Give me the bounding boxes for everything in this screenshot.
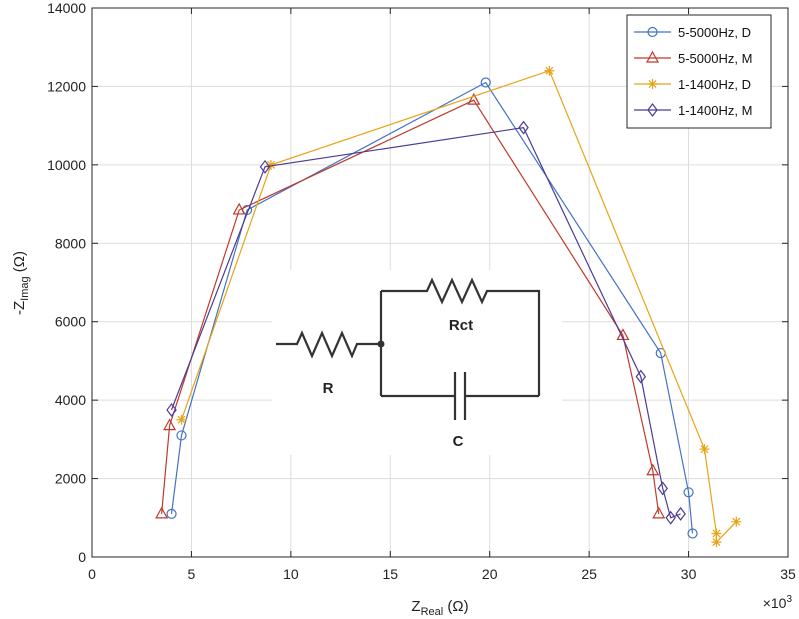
data-point xyxy=(652,506,666,519)
x-tick-label: 5 xyxy=(188,566,196,582)
x-tick-label: 20 xyxy=(482,566,498,582)
inset-background xyxy=(272,270,562,455)
y-tick-label: 0 xyxy=(78,549,86,565)
legend-label: 5-5000Hz, D xyxy=(678,25,751,40)
legend-item: 5-5000Hz, M xyxy=(634,50,752,66)
data-point xyxy=(657,481,668,496)
data-point xyxy=(646,463,660,476)
x-axis-multiplier: ×10 xyxy=(763,595,787,611)
legend-box xyxy=(626,14,772,129)
junction-node xyxy=(377,340,385,348)
legend-item: 1-1400Hz, M xyxy=(634,103,752,118)
resistor-r-label: R xyxy=(323,380,334,397)
equivalent-circuit-inset: R Rct C xyxy=(272,270,562,455)
data-point xyxy=(518,120,529,135)
legend-item: 1-1400Hz, D xyxy=(634,77,751,92)
series-line xyxy=(170,81,694,534)
legend-marker xyxy=(647,79,658,89)
data-point xyxy=(166,402,177,417)
data-point xyxy=(665,510,676,525)
data-point xyxy=(711,537,722,548)
y-tick-label: 14000 xyxy=(47,0,86,16)
data-series xyxy=(155,65,742,548)
y-tick-label: 10000 xyxy=(47,157,86,173)
y-axis-title-unit: (Ω) xyxy=(11,251,28,276)
resistor-rct-symbol xyxy=(381,277,541,396)
y-axis-title: -ZImag (Ω) xyxy=(11,251,31,315)
data-point xyxy=(265,159,276,170)
data-point xyxy=(176,414,187,425)
y-tick-label: 8000 xyxy=(55,235,86,251)
data-point xyxy=(232,202,246,215)
legend-label: 1-1400Hz, D xyxy=(678,77,751,92)
resistor-r-symbol xyxy=(276,330,381,359)
legend-item: 5-5000Hz, D xyxy=(634,25,751,40)
data-point xyxy=(635,369,647,384)
legend-label: 5-5000Hz, M xyxy=(678,51,752,66)
data-point xyxy=(731,516,742,527)
data-point xyxy=(166,508,177,519)
data-point xyxy=(675,506,686,521)
legend: 5-5000Hz, D 5-5000Hz, M 1-1400Hz, D 1-1400H… xyxy=(626,14,772,129)
x-tick-label: 25 xyxy=(581,566,597,582)
x-axis-multiplier-exponent: 3 xyxy=(786,594,792,605)
series-3 xyxy=(176,65,742,548)
x-axis-title-subscript: Real xyxy=(421,606,444,618)
data-point xyxy=(480,77,491,88)
capacitor-c-label: C xyxy=(453,433,464,450)
x-axis-title-base: Z xyxy=(411,598,420,615)
x-tick-label: 0 xyxy=(88,566,96,582)
data-point xyxy=(683,487,694,498)
x-axis-title-unit: (Ω) xyxy=(443,598,468,615)
data-point xyxy=(163,418,177,431)
capacitor-c-symbol xyxy=(453,372,467,420)
y-axis-title-subscript: Imag xyxy=(19,276,31,300)
x-axis-exponent: ×103 xyxy=(763,594,793,611)
legend-items: 5-5000Hz, D 5-5000Hz, M 1-1400Hz, D 1-1400H… xyxy=(634,25,752,118)
x-tick-label: 10 xyxy=(283,566,299,582)
data-point xyxy=(467,92,481,105)
resistor-rct-label: Rct xyxy=(449,317,473,334)
data-point xyxy=(155,506,169,519)
series-line xyxy=(161,99,660,514)
legend-marker xyxy=(647,26,658,38)
axis-ticks: 0 5 10 15 20 25 30 35 0 2000 4000 6000 8000 10000 1200… xyxy=(47,0,796,582)
legend-marker xyxy=(645,50,660,63)
x-tick-label: 35 xyxy=(780,566,796,582)
series-line xyxy=(170,126,681,519)
y-tick-label: 4000 xyxy=(55,392,86,408)
x-axis-title: ZReal (Ω) xyxy=(411,598,468,618)
plot-frame xyxy=(91,7,789,558)
x-tick-label: 15 xyxy=(382,566,398,582)
legend-marker xyxy=(647,103,658,117)
data-point xyxy=(544,65,555,76)
data-point xyxy=(711,528,722,539)
data-point xyxy=(176,430,187,441)
y-tick-label: 12000 xyxy=(47,78,86,94)
x-tick-label: 30 xyxy=(681,566,697,582)
y-axis-title-base: -Z xyxy=(11,301,28,315)
data-point xyxy=(699,444,710,455)
series-4 xyxy=(166,120,686,525)
y-tick-label: 2000 xyxy=(55,471,86,487)
data-point xyxy=(687,528,698,539)
y-tick-label: 6000 xyxy=(55,314,86,330)
legend-label: 1-1400Hz, M xyxy=(678,103,752,118)
data-point xyxy=(259,159,271,174)
